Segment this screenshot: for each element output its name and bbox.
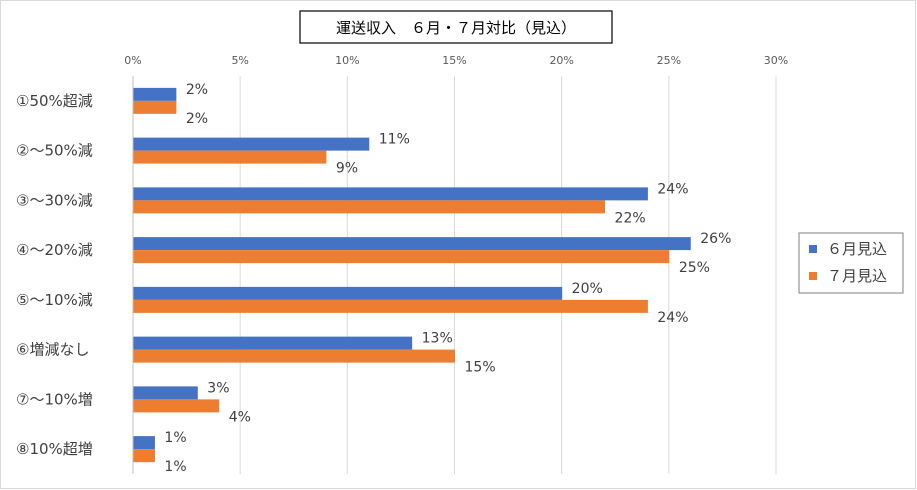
data-label-july: 22%: [615, 210, 646, 226]
bar-july: [133, 100, 177, 114]
data-label-june: 3%: [207, 380, 229, 396]
legend: ６月見込 ７月見込: [798, 232, 904, 294]
data-label-june: 24%: [657, 181, 688, 197]
x-tick-label: 30%: [764, 54, 788, 67]
legend-label-june: ６月見込: [827, 240, 887, 258]
category-label: ④～20%減: [16, 241, 93, 259]
category-label: ⑦～10%増: [16, 390, 93, 408]
data-label-june: 13%: [422, 331, 453, 347]
category-label: ①50%超減: [16, 92, 93, 110]
chart-title-text: 運送収入 ６月・７月対比（見込）: [336, 19, 576, 37]
bars: [133, 87, 691, 463]
bar-june: [133, 336, 413, 350]
bar-july: [133, 399, 220, 413]
bar-june: [133, 386, 198, 400]
chart-title-box: [299, 10, 613, 44]
bar-june: [133, 137, 370, 151]
x-tick-label: 25%: [657, 54, 681, 67]
data-label-june: 26%: [700, 231, 731, 247]
bar-july: [133, 250, 670, 264]
bar-june: [133, 286, 563, 300]
data-label-june: 1%: [164, 430, 186, 446]
x-tick-label: 5%: [231, 54, 248, 67]
bar-july: [133, 299, 648, 313]
bar-june: [133, 237, 691, 251]
category-label: ⑤～10%減: [16, 291, 93, 309]
data-label-july: 1%: [164, 459, 186, 475]
x-axis-ticks: 0% 5% 10% 15% 20% 25% 30%: [124, 54, 788, 67]
data-label-july: 25%: [679, 260, 710, 276]
bar-june: [133, 187, 648, 201]
category-label: ②～50%減: [16, 142, 93, 160]
chart-title: 運送収入 ６月・７月対比（見込）: [299, 10, 613, 44]
bar-july: [133, 200, 606, 214]
bar-july: [133, 349, 455, 363]
bar-june: [133, 87, 177, 101]
data-label-july: 2%: [186, 111, 208, 127]
category-label: ③～30%減: [16, 191, 93, 209]
legend-swatch-july: [809, 272, 817, 280]
x-tick-label: 0%: [124, 54, 141, 67]
x-tick-label: 10%: [335, 54, 359, 67]
data-label-july: 9%: [336, 161, 358, 177]
category-label: ⑥増減なし: [16, 341, 89, 359]
bar-july: [133, 449, 155, 463]
data-label-july: 24%: [657, 310, 688, 326]
data-label-july: 15%: [465, 360, 496, 376]
category-labels: ①50%超減 ②～50%減 ③～30%減 ④～20%減 ⑤～10%減 ⑥増減なし ⑦～10%…: [16, 92, 93, 458]
data-label-june: 2%: [186, 82, 208, 98]
data-label-july: 4%: [229, 409, 251, 425]
bar-july: [133, 150, 327, 164]
data-label-june: 11%: [379, 132, 410, 148]
bar-june: [133, 436, 155, 450]
legend-swatch-june: [809, 245, 817, 253]
category-label: ⑧10%超増: [16, 440, 93, 458]
x-tick-label: 15%: [442, 54, 466, 67]
legend-box: [798, 232, 904, 294]
x-tick-label: 20%: [549, 54, 573, 67]
data-labels: 2% 2% 11% 9% 24% 22% 26% 25% 20% 24% 13% 15% 3%4% 1% 1…: [164, 82, 731, 475]
legend-label-july: ７月見込: [827, 267, 887, 285]
data-label-june: 20%: [572, 281, 603, 297]
